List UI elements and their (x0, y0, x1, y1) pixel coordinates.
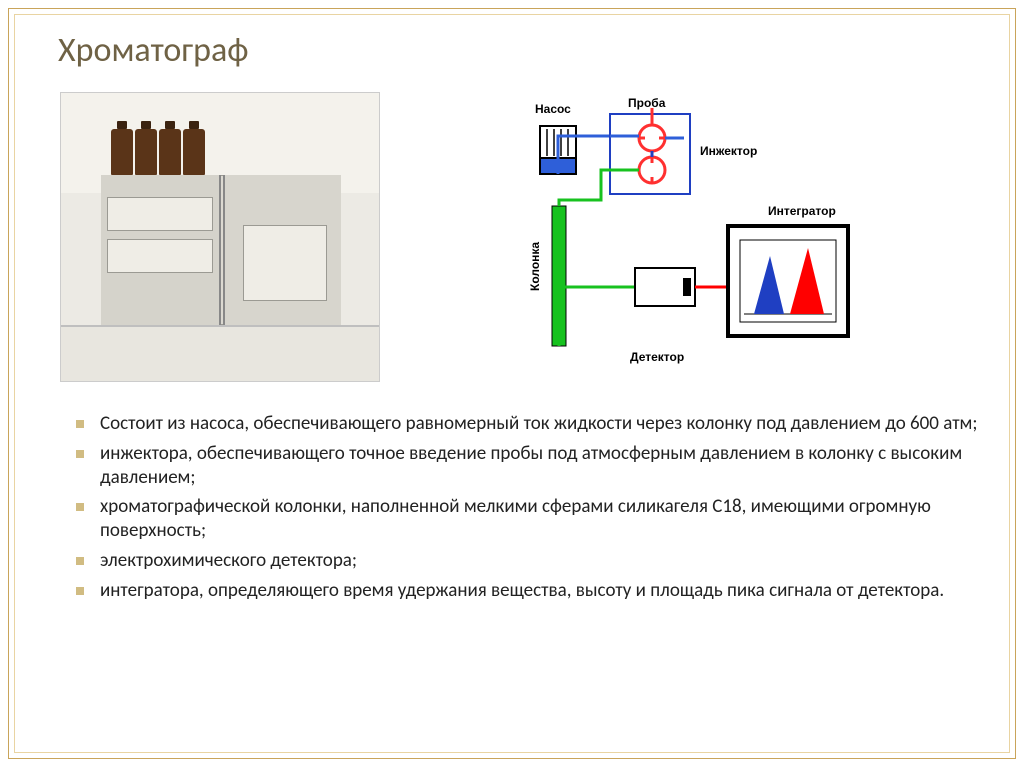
label-pump: Насос (535, 102, 571, 116)
diagram-svg (480, 96, 860, 376)
label-integrator: Интегратор (768, 204, 836, 218)
slide-title: Хроматограф (58, 30, 248, 71)
slide-content: Насос Проба Инжектор Интегратор Колонка … (60, 92, 984, 737)
label-injector: Инжектор (700, 144, 757, 158)
label-column: Колонка (528, 242, 542, 291)
hplc-instrument-photo (60, 92, 380, 382)
label-detector: Детектор (630, 350, 684, 364)
bullet-list: Состоит из насоса, обеспечивающего равно… (60, 412, 984, 602)
list-item: хроматографической колонки, наполненной … (100, 495, 984, 543)
list-item: электрохимического детектора; (100, 549, 984, 573)
list-item: инжектора, обеспечивающего точное введен… (100, 442, 984, 490)
hplc-schematic-diagram: Насос Проба Инжектор Интегратор Колонка … (480, 96, 860, 376)
label-sample: Проба (628, 96, 665, 110)
list-item: Состоит из насоса, обеспечивающего равно… (100, 412, 984, 436)
list-item: интегратора, определяющего время удержан… (100, 579, 984, 603)
